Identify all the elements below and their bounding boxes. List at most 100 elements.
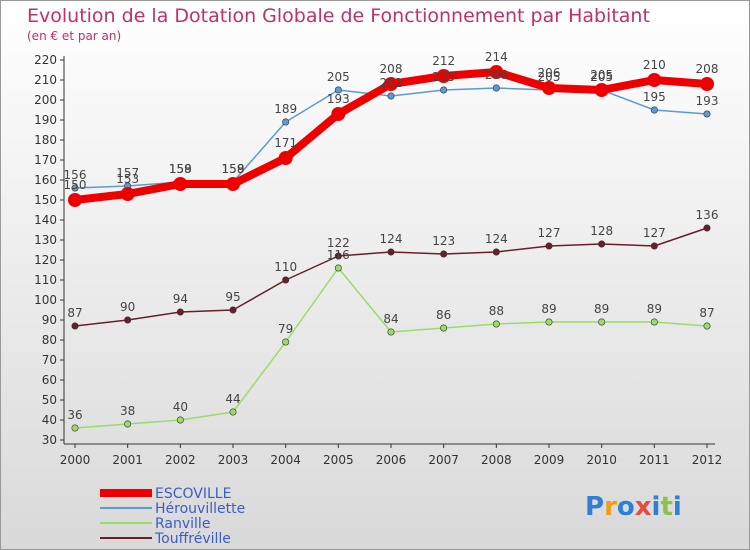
data-point-escoville <box>331 107 346 121</box>
data-label-touffreville: 127 <box>538 226 561 240</box>
data-point-touffreville <box>387 248 395 256</box>
data-point-escoville <box>278 151 293 165</box>
data-label-touffreville: 90 <box>120 300 135 314</box>
logo-letter: x <box>635 492 652 522</box>
data-label-herouvillette: 193 <box>696 94 719 108</box>
data-label-herouvillette: 156 <box>64 168 87 182</box>
legend-label: Hérouvillette <box>155 501 245 517</box>
data-label-escoville: 214 <box>485 50 508 64</box>
y-tick-label: 80 <box>42 333 57 347</box>
logo-letter: i <box>652 492 661 522</box>
data-point-escoville <box>436 69 451 83</box>
y-tick-label: 190 <box>34 113 57 127</box>
data-label-escoville: 158 <box>222 162 245 176</box>
legend: ESCOVILLEHérouvilletteRanvilleTouffrévil… <box>100 486 245 547</box>
data-label-ranville: 84 <box>383 312 398 326</box>
y-tick-label: 60 <box>42 373 57 387</box>
data-point-herouvillette <box>387 92 395 100</box>
x-tick-label: 2003 <box>218 453 249 467</box>
data-point-touffreville <box>703 224 711 232</box>
x-tick-label: 2011 <box>639 453 670 467</box>
data-point-touffreville <box>229 306 237 314</box>
data-label-ranville: 88 <box>489 304 504 318</box>
proxiti-logo: Proxiti <box>585 492 682 522</box>
data-point-herouvillette <box>703 110 711 118</box>
y-tick-label: 140 <box>34 213 57 227</box>
data-point-ranville <box>282 338 290 346</box>
logo-letter: r <box>604 492 617 522</box>
data-label-herouvillette: 205 <box>327 70 350 84</box>
data-point-ranville <box>387 328 395 336</box>
data-point-touffreville <box>176 308 184 316</box>
axes: 30 40 50 60 70 80 90 100 110 120 130 140 150 160 170 18… <box>34 53 722 467</box>
data-label-herouvillette: 159 <box>169 162 192 176</box>
y-tick-label: 40 <box>42 413 57 427</box>
x-tick-label: 2002 <box>165 453 196 467</box>
data-point-ranville <box>492 320 500 328</box>
data-point-ranville <box>124 420 132 428</box>
x-tick-label: 2009 <box>534 453 565 467</box>
data-point-escoville <box>120 187 135 201</box>
data-label-escoville: 153 <box>116 172 139 186</box>
y-tick-label: 160 <box>34 173 57 187</box>
data-label-escoville: 205 <box>590 68 613 82</box>
data-label-ranville: 86 <box>436 308 451 322</box>
data-point-touffreville <box>282 276 290 284</box>
data-label-touffreville: 95 <box>225 290 240 304</box>
y-tick-label: 210 <box>34 73 57 87</box>
data-label-ranville: 89 <box>541 302 556 316</box>
data-label-escoville: 210 <box>643 58 666 72</box>
data-point-escoville <box>594 83 609 97</box>
data-label-touffreville: 128 <box>590 224 613 238</box>
data-point-ranville <box>229 408 237 416</box>
data-label-escoville: 206 <box>538 66 561 80</box>
x-tick-label: 2006 <box>376 453 407 467</box>
data-point-ranville <box>545 318 553 326</box>
y-tick-label: 220 <box>34 53 57 67</box>
y-tick-label: 180 <box>34 133 57 147</box>
data-point-escoville <box>68 193 82 207</box>
data-label-herouvillette: 159 <box>222 162 245 176</box>
data-label-touffreville: 124 <box>380 232 403 246</box>
data-label-herouvillette: 202 <box>380 76 403 90</box>
data-point-ranville <box>71 424 79 432</box>
data-label-ranville: 40 <box>173 400 188 414</box>
data-label-touffreville: 124 <box>485 232 508 246</box>
legend-label: Touffréville <box>154 531 231 547</box>
data-point-escoville <box>700 77 714 91</box>
data-label-ranville: 89 <box>594 302 609 316</box>
data-label-escoville: 193 <box>327 92 350 106</box>
x-tick-label: 2010 <box>586 453 617 467</box>
data-point-touffreville <box>124 316 132 324</box>
data-label-touffreville: 94 <box>173 292 188 306</box>
data-label-escoville: 158 <box>169 162 192 176</box>
data-point-touffreville <box>440 250 448 258</box>
data-label-herouvillette: 205 <box>590 70 613 84</box>
chart-title: Evolution de la Dotation Globale de Fonc… <box>27 5 650 27</box>
data-point-herouvillette <box>282 118 290 126</box>
x-tick-label: 2004 <box>270 453 301 467</box>
data-label-touffreville: 136 <box>696 208 719 222</box>
data-point-touffreville <box>334 252 342 260</box>
data-label-escoville: 171 <box>274 136 297 150</box>
x-tick-label: 2008 <box>481 453 512 467</box>
data-label-ranville: 38 <box>120 404 135 418</box>
data-point-escoville <box>647 73 662 87</box>
data-point-herouvillette <box>440 86 448 94</box>
data-label-escoville: 208 <box>696 62 719 76</box>
data-label-ranville: 79 <box>278 322 293 336</box>
data-label-ranville: 36 <box>67 408 82 422</box>
chart-subtitle: (en € et par an) <box>27 29 121 43</box>
data-point-herouvillette <box>492 84 500 92</box>
data-point-herouvillette <box>650 106 658 114</box>
x-tick-label: 2007 <box>428 453 459 467</box>
data-point-escoville <box>173 177 188 191</box>
y-tick-label: 30 <box>42 433 57 447</box>
data-label-escoville: 150 <box>64 178 87 192</box>
data-label-herouvillette: 205 <box>538 70 561 84</box>
data-point-ranville <box>176 416 184 424</box>
data-label-touffreville: 123 <box>432 234 455 248</box>
data-point-escoville <box>489 65 504 79</box>
data-point-touffreville <box>492 248 500 256</box>
